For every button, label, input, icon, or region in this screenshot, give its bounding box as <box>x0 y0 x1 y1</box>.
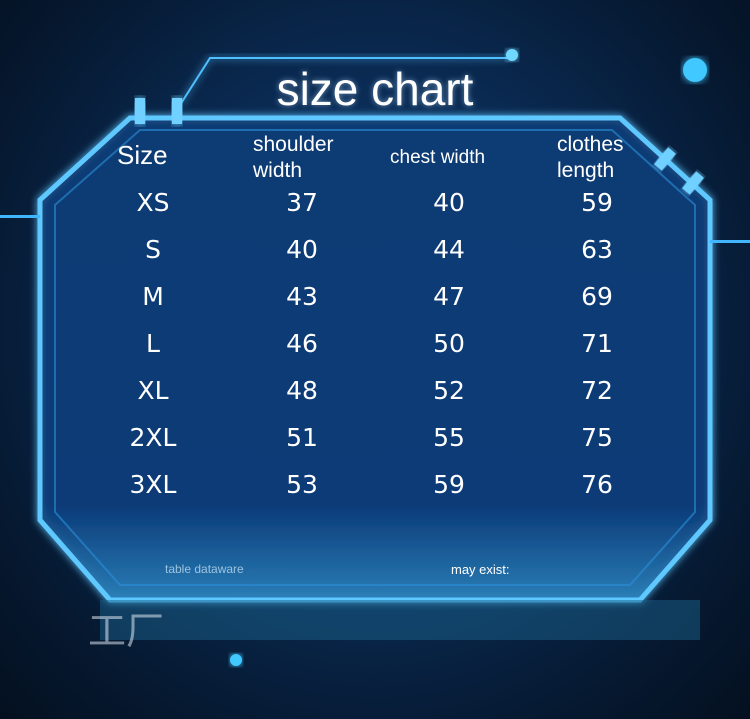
table-cell: 59 <box>433 470 465 499</box>
chart-title: size chart <box>276 63 474 115</box>
table-cell: 50 <box>433 329 465 358</box>
table-cell: 46 <box>286 329 318 358</box>
table-cell: 72 <box>581 376 613 405</box>
header-shoulder-width: shoulder width <box>253 132 334 184</box>
table-cell: 71 <box>581 329 613 358</box>
table-cell: XS <box>136 188 170 217</box>
glow-dot <box>230 654 242 666</box>
watermark-chars: 工厂 <box>88 609 165 653</box>
table-cell: 59 <box>581 188 613 217</box>
table-cell: 69 <box>581 282 613 311</box>
table-cell: 40 <box>433 188 465 217</box>
header-chest-width: chest width <box>390 147 486 168</box>
table-cell: 47 <box>433 282 465 311</box>
table-cell: L <box>146 329 160 358</box>
table-cell: 37 <box>286 188 318 217</box>
glow-dot <box>683 58 707 82</box>
header-text: shoulder <box>253 133 334 156</box>
table-cell: 75 <box>581 423 613 452</box>
table-cell: 43 <box>286 282 318 311</box>
footer-right-text: may exist: <box>451 562 510 577</box>
footer-left-text: table dataware <box>165 562 244 576</box>
table-cell: 44 <box>433 235 465 264</box>
table-cell: 48 <box>286 376 318 405</box>
header-text: length <box>557 159 615 182</box>
table-cell: 3XL <box>129 470 177 499</box>
header-text: width <box>253 159 303 182</box>
table-cell: XL <box>137 376 169 405</box>
header-clothes-length: clothes length <box>557 132 624 184</box>
table-cell: 76 <box>581 470 613 499</box>
table-cell: 52 <box>433 376 465 405</box>
table-cell: 40 <box>286 235 318 264</box>
table-cell: 63 <box>581 235 613 264</box>
table-cell: M <box>142 282 164 311</box>
table-cell: 51 <box>286 423 318 452</box>
table-cell: 55 <box>433 423 465 452</box>
glow-dot <box>506 49 518 61</box>
table-cell: 2XL <box>129 423 177 452</box>
header-size: Size <box>117 140 168 170</box>
table-cell: S <box>145 235 161 264</box>
table-cell: 53 <box>286 470 318 499</box>
header-text: clothes <box>557 133 624 156</box>
